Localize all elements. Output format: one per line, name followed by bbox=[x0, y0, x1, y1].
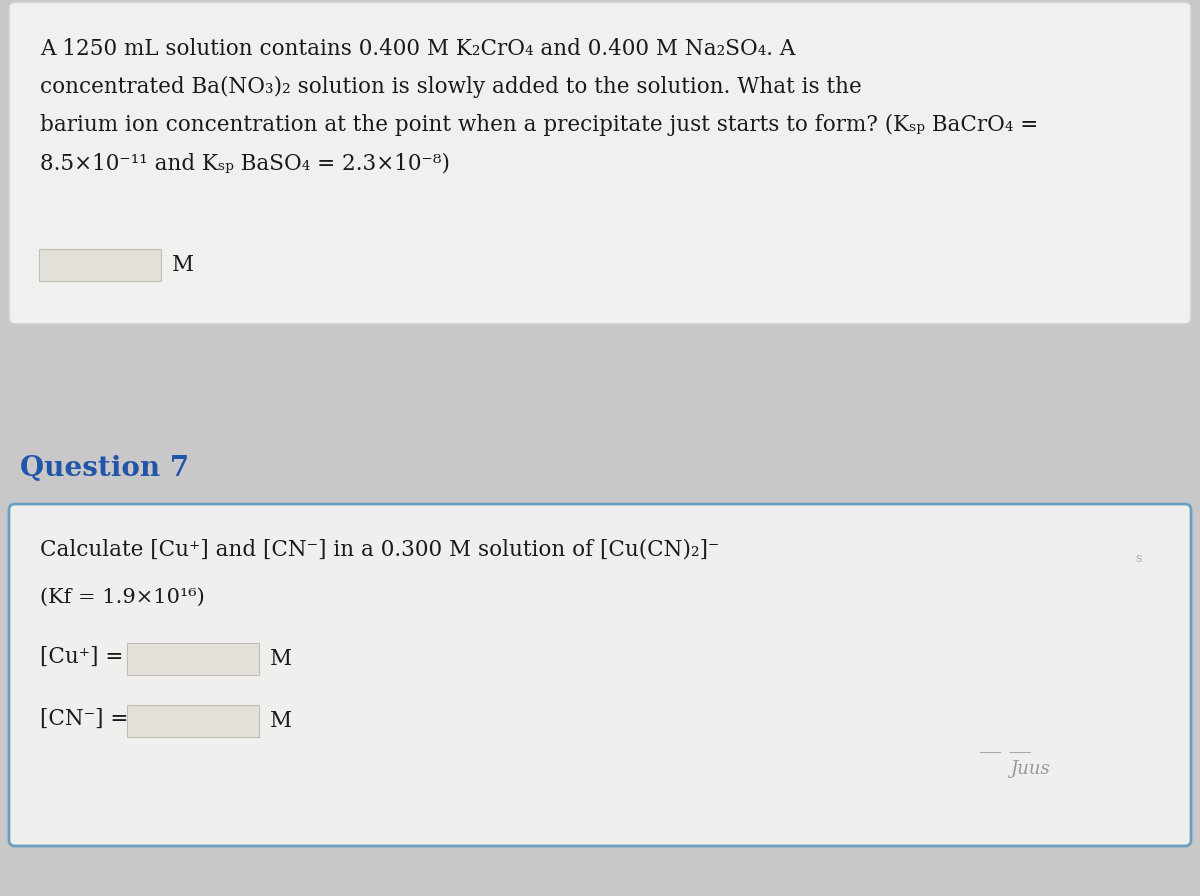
FancyBboxPatch shape bbox=[10, 504, 1190, 846]
Text: Question 7: Question 7 bbox=[20, 455, 190, 482]
FancyBboxPatch shape bbox=[38, 249, 161, 281]
Text: s: s bbox=[1135, 552, 1141, 565]
FancyBboxPatch shape bbox=[127, 705, 259, 737]
Text: (Kf = 1.9×10¹⁶): (Kf = 1.9×10¹⁶) bbox=[40, 588, 205, 607]
FancyBboxPatch shape bbox=[127, 643, 259, 675]
Text: [Cu⁺] =: [Cu⁺] = bbox=[40, 646, 124, 668]
Text: M: M bbox=[172, 254, 194, 276]
Text: concentrated Ba(NO₃)₂ solution is slowly added to the solution. What is the: concentrated Ba(NO₃)₂ solution is slowly… bbox=[40, 76, 862, 98]
Text: M: M bbox=[270, 710, 292, 732]
Text: A 1250 mL solution contains 0.400 M K₂CrO₄ and 0.400 M Na₂SO₄. A: A 1250 mL solution contains 0.400 M K₂Cr… bbox=[40, 38, 796, 60]
Text: barium ion concentration at the point when a precipitate just starts to form? (K: barium ion concentration at the point wh… bbox=[40, 114, 1038, 136]
Text: 8.5×10⁻¹¹ and Kₛₚ BaSO₄ = 2.3×10⁻⁸): 8.5×10⁻¹¹ and Kₛₚ BaSO₄ = 2.3×10⁻⁸) bbox=[40, 152, 450, 174]
FancyBboxPatch shape bbox=[10, 2, 1190, 324]
Text: [CN⁻] =: [CN⁻] = bbox=[40, 708, 128, 730]
Text: M: M bbox=[270, 648, 292, 670]
Text: Calculate [Cu⁺] and [CN⁻] in a 0.300 M solution of [Cu(CN)₂]⁻: Calculate [Cu⁺] and [CN⁻] in a 0.300 M s… bbox=[40, 538, 719, 560]
Text: Juus: Juus bbox=[1010, 760, 1050, 778]
